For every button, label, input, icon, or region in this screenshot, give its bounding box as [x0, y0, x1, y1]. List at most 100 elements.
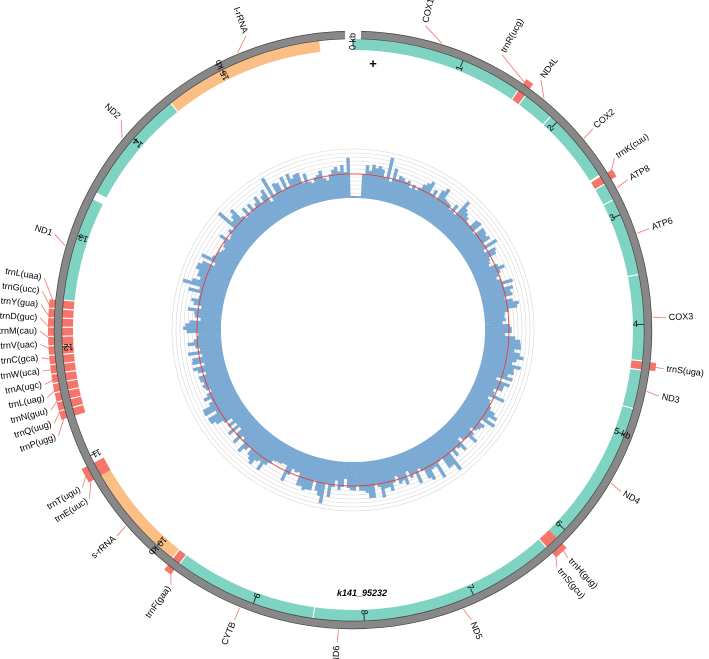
gene-label-trng-ucc: trnG(ucc) — [2, 281, 40, 296]
depth-bar — [352, 461, 357, 491]
depth-bar — [449, 224, 470, 243]
depth-bar — [248, 433, 274, 465]
depth-bar — [484, 321, 503, 325]
depth-bar — [412, 182, 431, 214]
depth-bar — [239, 415, 255, 430]
depth-bar — [274, 182, 294, 214]
depth-bar — [247, 431, 272, 461]
tick-label: 14 — [131, 136, 145, 150]
depth-bar — [295, 172, 310, 207]
depth-bar — [482, 350, 524, 361]
depth-bar — [227, 228, 252, 249]
depth-bar — [307, 457, 320, 491]
tick-mark — [559, 524, 566, 531]
depth-bar — [315, 174, 325, 202]
depth-bar — [235, 411, 251, 425]
depth-bar — [196, 335, 222, 340]
depth-bar — [198, 332, 222, 337]
depth-bar — [474, 269, 501, 282]
depth-bar — [246, 203, 270, 230]
depth-bar — [426, 438, 443, 460]
label-connector — [53, 405, 63, 424]
depth-bar — [419, 442, 437, 468]
tick-mark — [133, 138, 140, 144]
depth-bar — [466, 246, 497, 266]
depth-bar — [273, 442, 287, 462]
depth-inner-blank — [221, 198, 485, 462]
label-connector — [583, 128, 594, 139]
depth-bar — [318, 459, 330, 504]
depth-bar — [432, 433, 463, 471]
depth-bar — [355, 461, 360, 486]
depth-bar — [484, 340, 521, 347]
depth-bar — [471, 264, 490, 275]
depth-bar — [203, 385, 235, 402]
coverage-depth-track — [171, 148, 535, 512]
gene-label-cox1: COX1 — [420, 0, 435, 24]
gene-block-cytb — [180, 555, 315, 619]
depth-bar — [223, 240, 245, 257]
depth-bar — [271, 200, 285, 219]
depth-bar — [193, 301, 224, 310]
depth-bar — [185, 323, 222, 328]
depth-bar — [210, 387, 236, 402]
depth-bar — [446, 216, 469, 239]
depth-bar — [294, 451, 305, 473]
depth-bar — [472, 263, 499, 278]
gene-label-cox2: COX2 — [591, 107, 616, 130]
depth-bar — [480, 363, 515, 376]
depth-bar — [381, 157, 395, 202]
gene-block-atp8 — [595, 184, 614, 205]
depth-bar — [346, 461, 351, 489]
depth-bar — [187, 347, 223, 357]
gene-label-trnk-cuu: trnK(cuu) — [614, 131, 650, 160]
depth-bar — [276, 443, 289, 463]
depth-bar — [483, 308, 510, 315]
depth-bar — [484, 323, 510, 328]
depth-bar — [393, 177, 406, 206]
depth-bar — [316, 458, 328, 497]
label-connector — [50, 396, 61, 411]
depth-bar — [322, 177, 330, 201]
depth-bar — [340, 164, 346, 199]
depth-bar — [197, 363, 226, 374]
depth-bar — [378, 177, 387, 202]
tick-label: 2 — [545, 123, 556, 134]
depth-bar — [253, 207, 272, 228]
depth-bar — [330, 169, 338, 200]
gene-block-nd2 — [96, 103, 178, 198]
depth-bar — [199, 293, 225, 302]
depth-bar — [365, 461, 373, 499]
mean-depth-line — [196, 173, 510, 487]
depth-bar — [479, 365, 509, 377]
depth-bar — [472, 382, 495, 395]
depth-bar — [470, 387, 489, 399]
depth-bar — [200, 370, 229, 383]
depth-bar — [328, 174, 336, 200]
depth-bar — [456, 409, 482, 430]
depth-bar — [197, 272, 230, 287]
depth-bar — [279, 176, 298, 212]
depth-bar — [223, 248, 242, 262]
depth-bar — [192, 360, 226, 372]
tick-label: 6 — [554, 518, 565, 529]
depth-bar — [386, 168, 399, 203]
depth-bar — [232, 419, 258, 444]
label-connector — [609, 157, 615, 176]
depth-bar — [227, 413, 253, 436]
depth-bar — [446, 421, 466, 441]
tick-label: 12 — [63, 342, 74, 353]
depth-bar — [198, 296, 225, 305]
depth-bar — [191, 297, 224, 307]
depth-bar — [484, 330, 512, 334]
depth-bar — [477, 278, 502, 290]
depth-bar — [405, 189, 418, 211]
depth-bar — [295, 453, 310, 487]
gene-block-l-rrna — [171, 40, 321, 112]
gene-block-nd4 — [549, 406, 634, 538]
tick-mark — [470, 588, 474, 596]
depth-bar — [198, 269, 231, 285]
depth-bar — [203, 373, 230, 385]
depth-bar — [201, 253, 236, 273]
depth-bar — [204, 358, 225, 366]
